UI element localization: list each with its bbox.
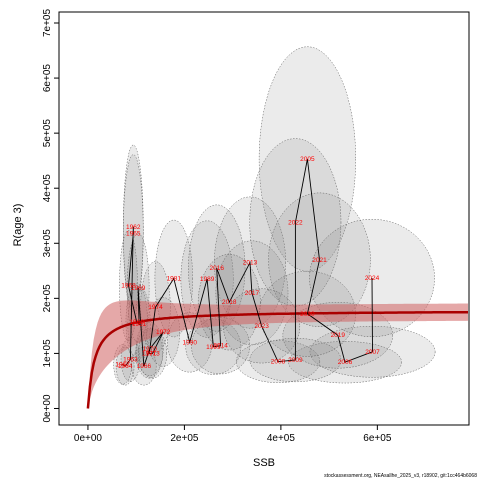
point-label-1981: 1981 (167, 276, 182, 283)
x-axis-title: SSB (253, 457, 275, 469)
point-label-1969: 1969 (131, 285, 146, 292)
year-path-line (122, 158, 373, 367)
point-label-1974: 1974 (148, 304, 163, 311)
point-label-1963: 1963 (123, 356, 138, 363)
point-label-1970: 1970 (142, 346, 157, 353)
point-label-2020: 2020 (300, 311, 315, 318)
y-tick-label: 1e+05 (42, 339, 53, 368)
footer-text: stockassessment.org, NEAsallhe_2025_v3, … (324, 473, 477, 479)
point-label-2018: 2018 (222, 299, 237, 306)
year-path (122, 158, 373, 367)
curve-confidence-band (87, 300, 469, 409)
confidence-band (87, 300, 469, 409)
point-label-1990: 1990 (182, 339, 197, 346)
point-label-2024: 2024 (365, 275, 380, 282)
point-label-2006: 2006 (338, 359, 353, 366)
sr-curve-line (86, 310, 468, 409)
point-label-2009: 2009 (288, 357, 303, 364)
point-label-1971: 1971 (142, 350, 157, 357)
y-tick-label: 6e+05 (42, 64, 53, 93)
point-label-2023: 2023 (254, 323, 269, 330)
point-label-2022: 2022 (288, 219, 303, 226)
point-label-2013: 2013 (243, 260, 258, 267)
point-label-1962: 1962 (126, 224, 141, 231)
point-label-1972: 1972 (156, 329, 171, 336)
y-tick-label: 7e+05 (42, 9, 53, 38)
y-axis: 0e+00 1e+05 2e+05 3e+05 4e+05 5e+05 6e+05 7e+05 (42, 9, 59, 423)
point-label-1966: 1966 (137, 363, 152, 370)
point-label-1973: 1973 (145, 350, 160, 357)
point-label-2005: 2005 (300, 156, 315, 163)
y-axis-title: R(age 3) (12, 204, 24, 247)
plot-frame (58, 11, 470, 426)
fitted-curve (86, 310, 468, 409)
point-label-2019: 2019 (331, 332, 346, 339)
point-label-1967: 1967 (115, 361, 130, 368)
point-label-1965: 1965 (126, 230, 141, 237)
point-label-2014: 2014 (213, 343, 228, 350)
point-label-2016: 2016 (209, 265, 224, 272)
point-label-1964: 1964 (118, 363, 133, 370)
point-label-2008: 2008 (271, 359, 286, 366)
x-tick-label: 0e+00 (74, 433, 103, 444)
x-tick-label: 6e+05 (363, 433, 392, 444)
y-tick-label: 3e+05 (42, 229, 53, 258)
point-label-1960: 1960 (129, 319, 144, 326)
point-label-2017: 2017 (245, 290, 260, 297)
x-tick-label: 4e+05 (267, 433, 296, 444)
point-label-1989: 1989 (200, 276, 215, 283)
point-label-1999: 1999 (206, 344, 221, 351)
y-tick-label: 0e+00 (42, 394, 53, 423)
y-tick-label: 5e+05 (42, 119, 53, 148)
point-label-1961: 1961 (132, 321, 147, 328)
point-label-2021: 2021 (312, 257, 327, 264)
point-label-1968: 1968 (121, 283, 136, 290)
y-tick-label: 4e+05 (42, 174, 53, 203)
x-axis: 0e+00 2e+05 4e+05 6e+05 (74, 425, 392, 444)
y-tick-label: 2e+05 (42, 284, 53, 313)
point-label-2007: 2007 (365, 349, 380, 356)
x-tick-label: 2e+05 (170, 433, 199, 444)
